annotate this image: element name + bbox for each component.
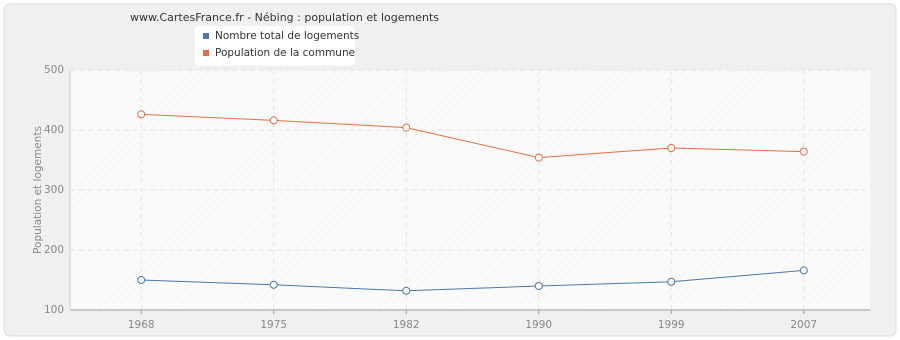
data-point xyxy=(402,286,411,295)
legend-label: Population de la commune xyxy=(215,47,355,59)
data-point xyxy=(534,153,543,162)
data-point xyxy=(799,147,808,156)
y-axis-label: Population et logements xyxy=(32,126,44,254)
data-point xyxy=(137,110,146,119)
x-tick-label: 1968 xyxy=(128,319,155,331)
y-tick-label: 400 xyxy=(44,124,64,136)
legend-swatch xyxy=(203,33,209,39)
x-tick-label: 1999 xyxy=(658,319,685,331)
y-tick-label: 500 xyxy=(44,64,64,76)
y-tick-label: 100 xyxy=(44,304,64,316)
data-point xyxy=(667,144,676,152)
y-tick-label: 300 xyxy=(44,184,64,196)
data-point xyxy=(534,282,543,290)
data-point xyxy=(137,276,146,284)
x-tick-label: 1990 xyxy=(525,319,552,331)
data-point xyxy=(269,116,278,125)
legend xyxy=(195,26,355,66)
chart-title: www.CartesFrance.fr - Nébing : populatio… xyxy=(130,11,439,24)
data-point xyxy=(799,266,808,275)
legend-swatch xyxy=(203,50,209,56)
x-tick-label: 1975 xyxy=(260,319,287,331)
y-tick-label: 200 xyxy=(44,244,64,256)
x-tick-label: 2007 xyxy=(790,319,817,331)
legend-label: Nombre total de logements xyxy=(215,30,359,42)
x-tick-label: 1982 xyxy=(393,319,420,331)
data-point xyxy=(269,280,278,289)
series-line xyxy=(141,269,804,292)
series-line xyxy=(141,113,804,159)
data-point xyxy=(402,123,411,132)
data-point xyxy=(667,277,676,286)
